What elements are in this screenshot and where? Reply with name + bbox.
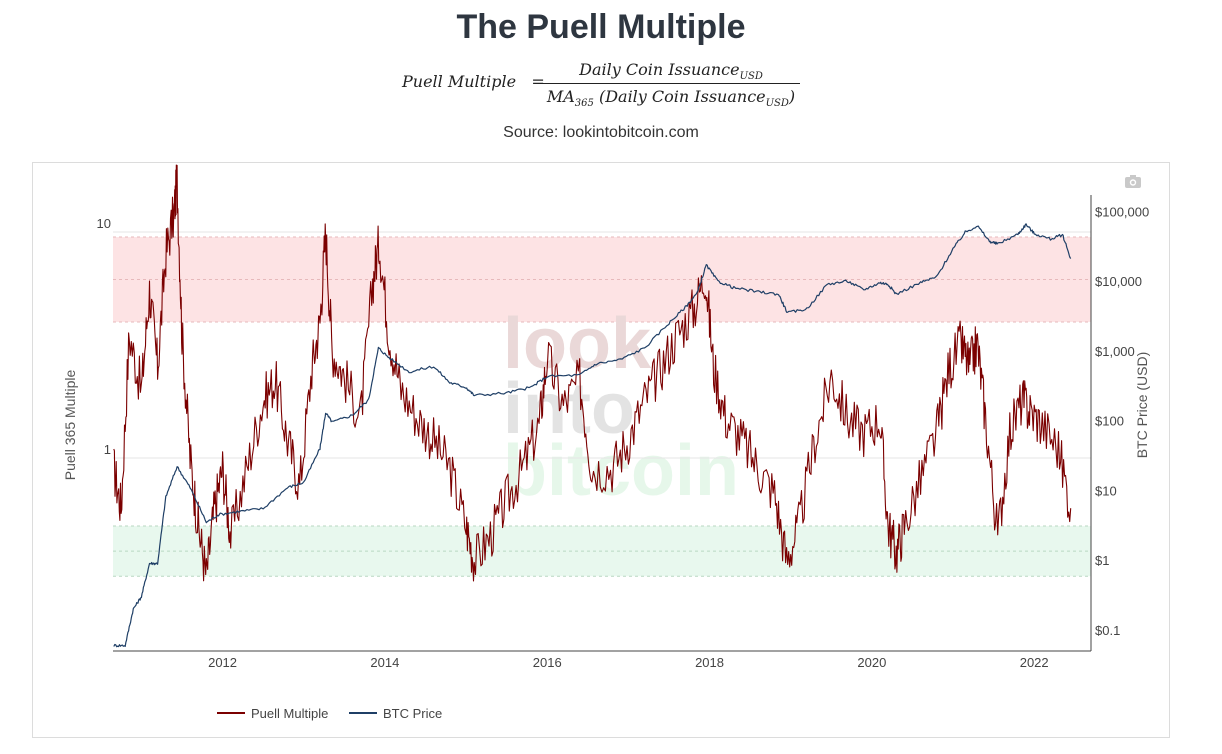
formula-den-prefix: MA	[546, 87, 575, 106]
x-tick-label: 2012	[208, 655, 237, 670]
y-left-axis-title: Puell 365 Multiple	[62, 370, 78, 481]
puell-chart: look into bitcoin 2012 2014 2016 2018 2020 20…	[62, 164, 1150, 721]
grid-lines	[113, 231, 1091, 459]
y-right-tick-label: $10	[1095, 483, 1117, 498]
page-title: The Puell Multiple	[456, 8, 746, 46]
x-tick-label: 2018	[695, 655, 724, 670]
formula-den-prefix-sub: 365	[574, 98, 594, 110]
x-tick-label: 2014	[370, 655, 399, 670]
axes: 2012 2014 2016 2018 2020 2022 1 10 $0.1 $1 $10 $100…	[62, 195, 1150, 670]
legend-item-label[interactable]: Puell Multiple	[251, 706, 328, 721]
y-right-axis-title: BTC Price (USD)	[1134, 352, 1150, 459]
x-tick-label: 2022	[1020, 655, 1049, 670]
y-left-tick-label: 10	[97, 216, 111, 231]
chart-frame: look into bitcoin 2012 2014 2016 2018 2020 20…	[32, 162, 1170, 738]
x-tick-label: 2016	[533, 655, 562, 670]
y-left-tick-label: 1	[104, 442, 111, 457]
legend: Puell Multiple BTC Price	[217, 706, 442, 721]
formula-lhs: Puell Multiple =	[402, 72, 545, 91]
y-right-tick-label: $100,000	[1095, 204, 1149, 219]
formula-fraction-bar	[542, 83, 800, 84]
series-lines	[113, 164, 1072, 648]
formula-denominator: MA365 (Daily Coin IssuanceUSD)	[542, 85, 800, 109]
formula-num-main: Daily Coin Issuance	[579, 60, 740, 79]
formula-equals: =	[521, 72, 545, 91]
watermark: look into bitcoin	[503, 304, 739, 511]
y-right-tick-label: $1	[1095, 553, 1109, 568]
puell-multiple-line	[113, 164, 1072, 582]
formula-den-sub: USD	[765, 98, 789, 110]
watermark-line1: look	[503, 304, 652, 384]
formula-lhs-text: Puell Multiple	[402, 72, 517, 91]
puell-formula: Puell Multiple = Daily Coin IssuanceUSD …	[400, 58, 810, 110]
formula-den-suffix: )	[788, 87, 796, 106]
y-right-tick-label: $10,000	[1095, 274, 1142, 289]
formula-numerator: Daily Coin IssuanceUSD	[542, 58, 800, 82]
formula-den-main: (Daily Coin Issuance	[598, 87, 766, 106]
camera-icon[interactable]	[1125, 175, 1141, 188]
formula-fraction: Daily Coin IssuanceUSD MA365 (Daily Coin…	[542, 58, 800, 109]
y-right-tick-label: $100	[1095, 414, 1124, 429]
y-right-tick-label: $1,000	[1095, 344, 1135, 359]
y-right-tick-label: $0.1	[1095, 623, 1120, 638]
legend-item-label[interactable]: BTC Price	[383, 706, 442, 721]
btc-price-line	[113, 223, 1072, 648]
source-text: Source: lookintobitcoin.com	[503, 124, 699, 141]
watermark-line3: bitcoin	[503, 431, 739, 511]
x-tick-label: 2020	[857, 655, 886, 670]
watermark-line2: into	[503, 369, 635, 449]
formula-num-sub: USD	[739, 71, 763, 83]
